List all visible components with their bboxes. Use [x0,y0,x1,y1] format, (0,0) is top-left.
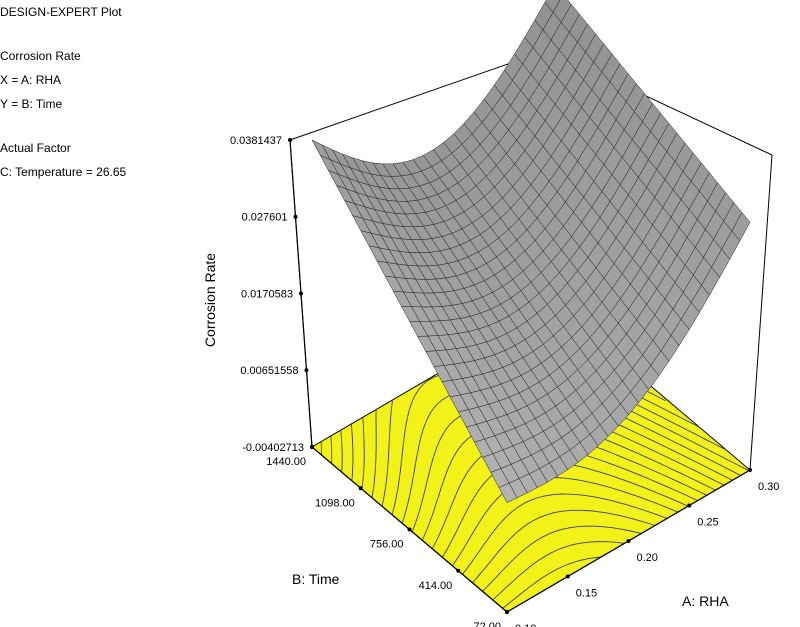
x-tick-mark [626,539,631,543]
y-tick-mark [505,610,509,614]
frame-edge [289,49,549,141]
actual-factor-value: C: Temperature = 26.65 [0,165,127,179]
z-tick-label: 0.0170583 [241,288,293,300]
x-tick-label: 0.10 [515,623,536,627]
x-definition: X = A: RHA [0,73,62,87]
plot-info-panel: DESIGN-EXPERT Plot Corrosion Rate X = A:… [0,0,126,184]
y-tick-label: 414.00 [419,580,453,592]
z-tick-mark [299,291,303,296]
z-tick-mark [288,138,292,142]
z-axis-title: Corrosion Rate [202,253,218,347]
y-tick-mark [358,486,363,491]
z-tick-label: -0.00402713 [242,442,304,454]
x-tick-mark [748,468,752,472]
y-tick-mark [310,445,314,449]
y-tick-label: 72.00 [473,621,501,627]
response-name: Corrosion Rate [0,49,81,63]
y-tick-mark [456,568,461,573]
x-tick-mark [565,574,570,579]
x-tick-label: 0.30 [758,481,779,493]
y-tick-label: 756.00 [370,539,404,551]
program-title: DESIGN-EXPERT Plot [0,5,122,19]
z-tick-label: 0.027601 [242,212,288,224]
z-tick-mark [304,368,309,373]
y-axis-title: B: Time [292,571,340,587]
y-definition: Y = B: Time [0,97,63,111]
z-tick-label: 0.0381437 [230,135,282,147]
actual-factor-heading: Actual Factor [0,141,71,155]
x-tick-label: 0.25 [697,517,718,529]
frame-edge [749,154,773,471]
y-tick-mark [407,527,412,532]
z-tick-label: 0.00651558 [240,365,298,377]
x-axis-title: A: RHA [682,593,729,609]
z-tick-mark [293,214,298,219]
y-tick-label: 1098.00 [315,497,355,509]
x-tick-mark [687,503,692,508]
surface-facet [311,139,331,161]
x-tick-label: 0.20 [637,552,658,564]
axes: 0.0381437 0.027601 0.0170583 0.00651558 -0.0… [230,135,779,627]
y-tick-label: 1440.00 [266,456,306,468]
response-surface [311,0,751,503]
x-tick-label: 0.15 [576,588,597,600]
